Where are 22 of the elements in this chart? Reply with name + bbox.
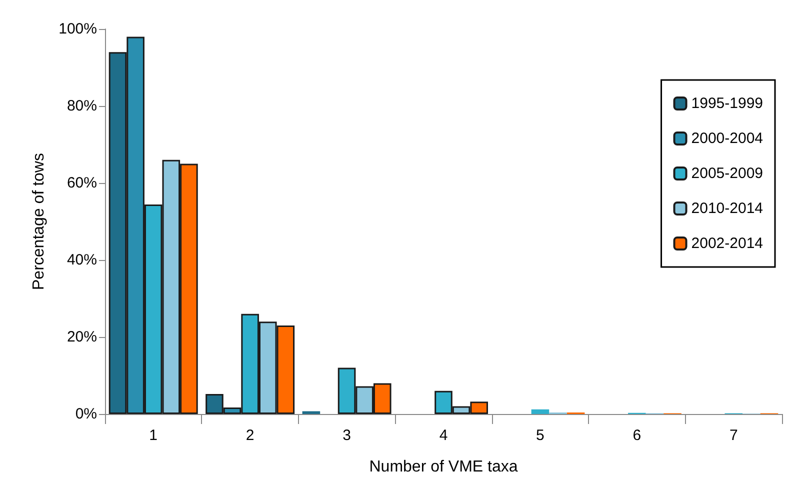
x-tick-label: 1	[149, 427, 158, 444]
y-tick-label: 80%	[66, 98, 97, 114]
legend-label: 2000-2004	[691, 130, 763, 147]
y-tick-label: 100%	[58, 20, 97, 38]
x-tick-label: 7	[729, 427, 738, 444]
x-axis-title: Number of VME taxa	[369, 458, 518, 476]
legend-label: 2010-2014	[691, 200, 763, 217]
y-tick-label: 60%	[66, 174, 97, 192]
x-tick-label: 3	[342, 427, 351, 444]
y-tick-label: 40%	[66, 252, 97, 268]
bar	[302, 411, 320, 414]
x-tick-label: 6	[632, 427, 642, 444]
y-tick-label: 20%	[66, 328, 97, 346]
legend-label: 2005-2009	[691, 165, 763, 182]
bar	[531, 409, 550, 414]
legend-label: 2002-2014	[691, 235, 763, 252]
y-axis-title: Percentage of tows	[30, 153, 48, 290]
x-tick-label: 4	[439, 427, 448, 444]
legend-label: 1995-1999	[691, 95, 763, 112]
x-tick-label: 2	[246, 427, 254, 444]
y-tick-label: 0%	[75, 406, 97, 422]
x-tick-label: 5	[536, 427, 544, 444]
